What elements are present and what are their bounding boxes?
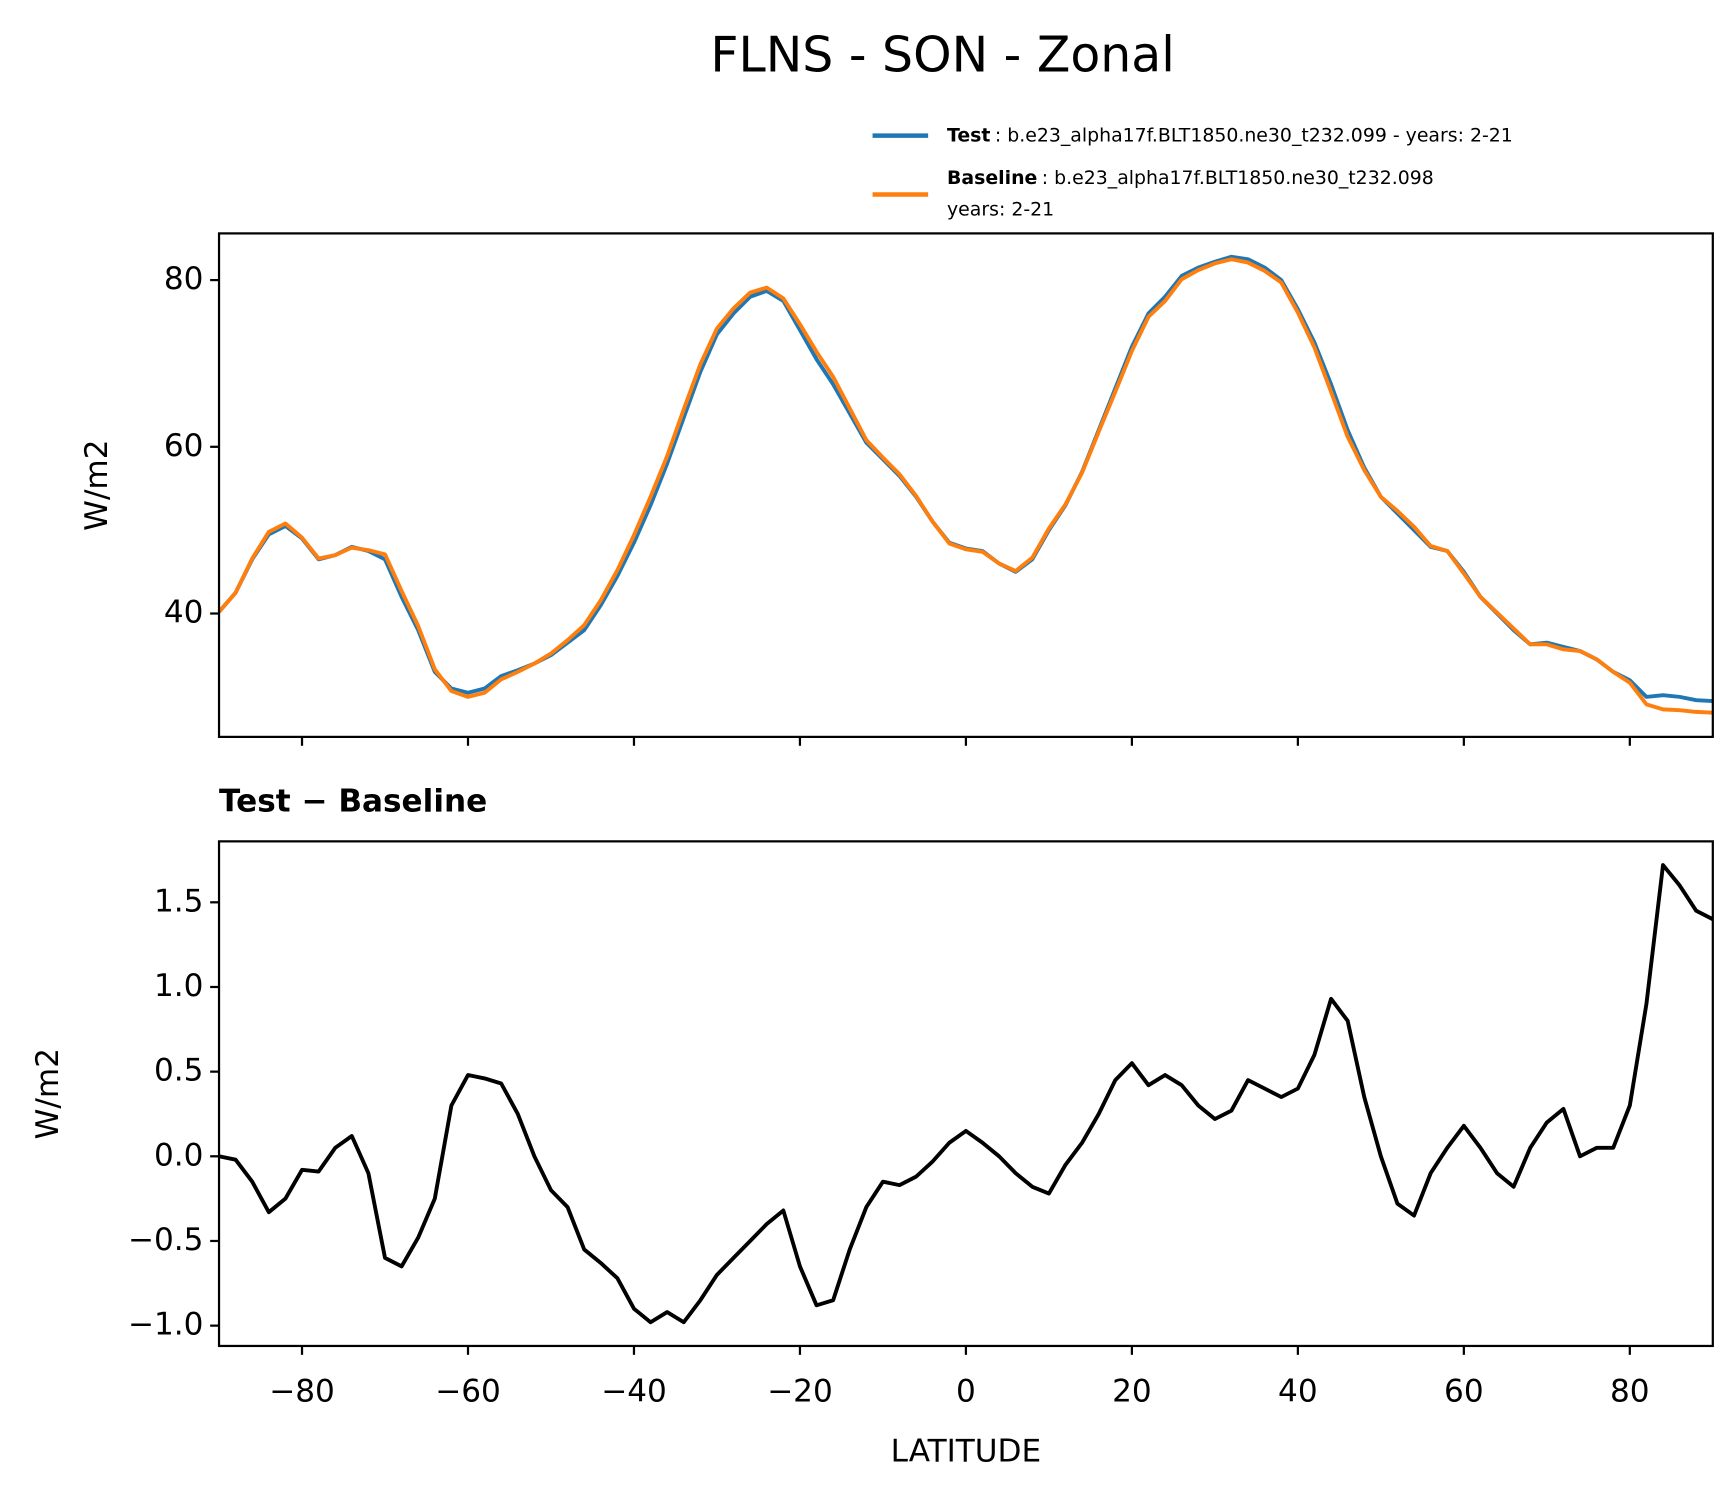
axes-frame [217, 840, 1714, 1348]
axes-title: Test − Baseline [219, 783, 487, 819]
y-tick-label: 0.0 [154, 1137, 203, 1173]
x-tick-label: −40 [601, 1374, 667, 1410]
y-tick-label: 1.0 [154, 968, 203, 1004]
legend-description: years: 2-21 [947, 199, 1054, 221]
y-axis-label: W/m2 [30, 1048, 66, 1139]
series-line [219, 257, 1713, 715]
y-tick-label: 80 [164, 261, 204, 297]
figure-title: FLNS - SON - Zonal [710, 26, 1174, 83]
x-tick-label: 0 [956, 1374, 976, 1410]
y-tick-label: −1.0 [128, 1307, 204, 1343]
legend-description: : b.e23_alpha17f.BLT1850.ne30_t232.098 [1042, 166, 1434, 188]
x-tick-label: 60 [1444, 1374, 1484, 1410]
x-tick-label: 20 [1112, 1374, 1152, 1410]
y-axis-label: W/m2 [79, 439, 115, 530]
axes-frame [217, 232, 1714, 738]
x-tick-label: 80 [1610, 1374, 1650, 1410]
legend-name: Baseline [947, 166, 1037, 188]
legend-label: Baseline: b.e23_alpha17f.BLT1850.ne30_t2… [947, 166, 1434, 188]
series-line [219, 863, 1713, 1325]
x-tick-label: −20 [767, 1374, 833, 1410]
x-axis-label: LATITUDE [891, 1434, 1041, 1470]
x-tick-label: −60 [435, 1374, 501, 1410]
y-tick-label: 60 [164, 428, 204, 464]
legend-description: : b.e23_alpha17f.BLT1850.ne30_t232.099 -… [995, 124, 1513, 146]
x-tick-label: 40 [1278, 1374, 1318, 1410]
legend-name: Test [947, 124, 990, 146]
y-tick-label: 1.5 [154, 883, 203, 919]
legend-label: Test: b.e23_alpha17f.BLT1850.ne30_t232.0… [947, 124, 1513, 146]
y-tick-label: 40 [164, 595, 204, 631]
y-tick-label: −0.5 [128, 1222, 204, 1258]
y-tick-label: 0.5 [154, 1053, 203, 1089]
x-tick-label: −80 [269, 1374, 335, 1410]
